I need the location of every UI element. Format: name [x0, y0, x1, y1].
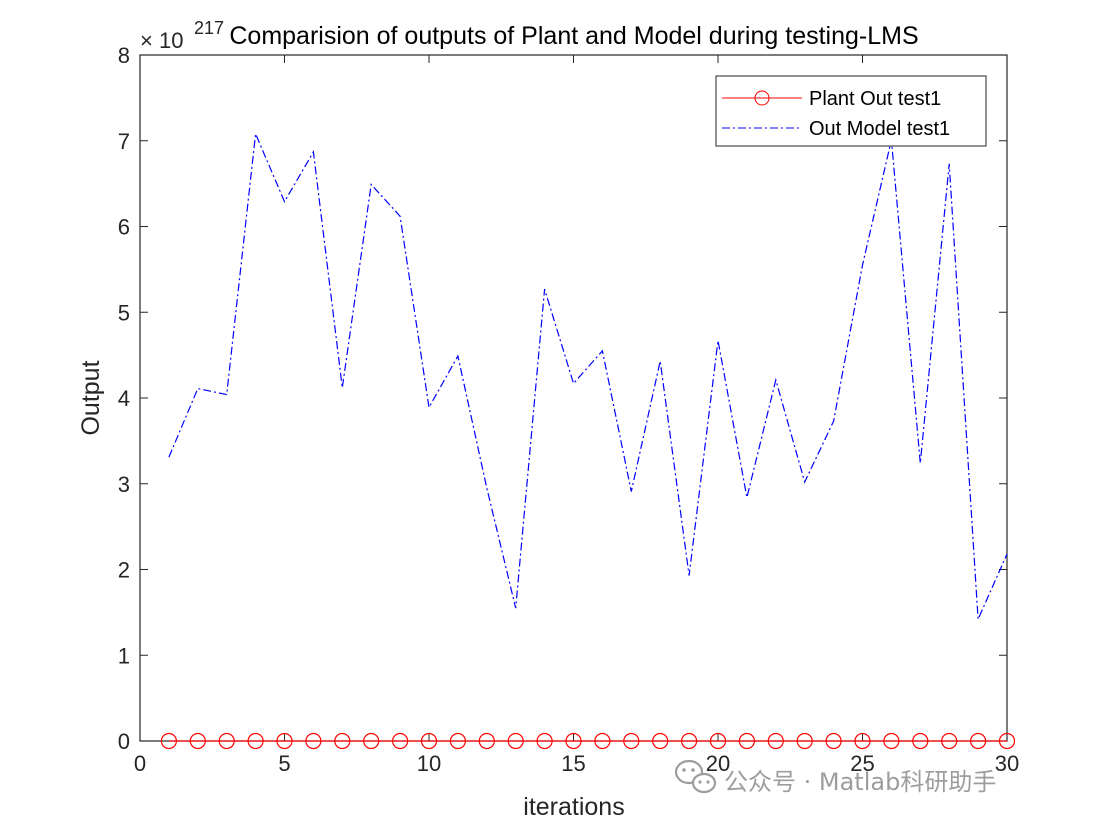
- data-point-marker: [594, 732, 611, 750]
- y-tick-label: 1: [118, 643, 130, 668]
- series-line-2: [168, 131, 1008, 620]
- y-axis-exponent: × 10 217: [140, 18, 224, 53]
- legend-label-plant: Plant Out test1: [809, 88, 941, 110]
- axis-ticks: 0 5 10 15 20 25 30 0 1 2 3 4 5 6 7 8: [118, 43, 1019, 776]
- data-point-marker: [623, 732, 640, 750]
- data-point-marker: [160, 732, 177, 750]
- y-tick-label: 6: [118, 215, 130, 240]
- data-point-marker: [247, 732, 264, 750]
- data-point-marker: [998, 732, 1016, 750]
- y-tick-label: 0: [118, 729, 130, 754]
- data-point-marker: [738, 732, 756, 750]
- y-exponent-base: × 10: [140, 28, 183, 53]
- y-tick-label: 4: [118, 386, 130, 411]
- x-tick-label: 5: [278, 751, 290, 776]
- data-point-marker: [507, 732, 524, 750]
- data-point-marker: [218, 732, 235, 750]
- y-tick-label: 7: [118, 129, 130, 154]
- y-tick-label: 3: [118, 472, 130, 497]
- x-tick-label: 20: [706, 751, 730, 776]
- data-point-marker: [305, 732, 322, 750]
- data-point-marker: [189, 732, 206, 750]
- data-point-marker: [912, 732, 929, 750]
- y-exponent-power: 217: [194, 18, 224, 38]
- plot-area: 0 5 10 15 20 25 30 0 1 2 3 4 5 6 7 8: [118, 43, 1019, 776]
- data-point-marker: [334, 732, 351, 750]
- legend-box: [715, 75, 987, 147]
- data-point-marker: [536, 732, 553, 750]
- data-point-marker: [709, 732, 727, 750]
- data-point-marker: [680, 732, 698, 750]
- y-tick-label: 2: [118, 558, 130, 583]
- series-layer: [160, 131, 1016, 750]
- legend-label-model: Out Model test1: [809, 118, 950, 140]
- legend-marker-plant: [754, 90, 770, 106]
- y-axis-label: Output: [77, 360, 105, 435]
- data-point-marker: [478, 732, 495, 750]
- x-tick-label: 25: [850, 751, 874, 776]
- x-tick-label: 30: [995, 751, 1019, 776]
- legend: Plant Out test1 Out Model test1: [715, 75, 987, 147]
- data-point-marker: [276, 732, 293, 750]
- data-point-marker: [767, 732, 784, 750]
- data-point-marker: [449, 732, 466, 750]
- watermark-text: 公众号 · Matlab科研助手: [724, 768, 996, 796]
- wechat-icon: [674, 759, 717, 794]
- data-point-marker: [565, 732, 582, 750]
- x-axis-label: iterations: [523, 793, 624, 821]
- axes-box: [139, 54, 1008, 742]
- x-tick-label: 10: [417, 751, 441, 776]
- x-tick-label: 15: [561, 751, 585, 776]
- watermark: 公众号 · Matlab科研助手: [674, 759, 996, 796]
- y-tick-label: 5: [118, 300, 130, 325]
- data-point-marker: [796, 732, 813, 750]
- data-point-marker: [363, 732, 380, 750]
- data-point-marker: [652, 732, 669, 750]
- data-point-marker: [825, 732, 842, 750]
- data-point-marker: [883, 732, 900, 750]
- x-tick-label: 0: [134, 751, 146, 776]
- data-point-marker: [854, 732, 871, 750]
- data-point-marker: [392, 732, 409, 750]
- chart-title: Comparision of outputs of Plant and Mode…: [229, 22, 918, 50]
- data-point-marker: [941, 732, 958, 750]
- data-point-marker: [969, 732, 987, 750]
- data-point-marker: [420, 732, 438, 750]
- y-tick-label: 8: [118, 43, 130, 68]
